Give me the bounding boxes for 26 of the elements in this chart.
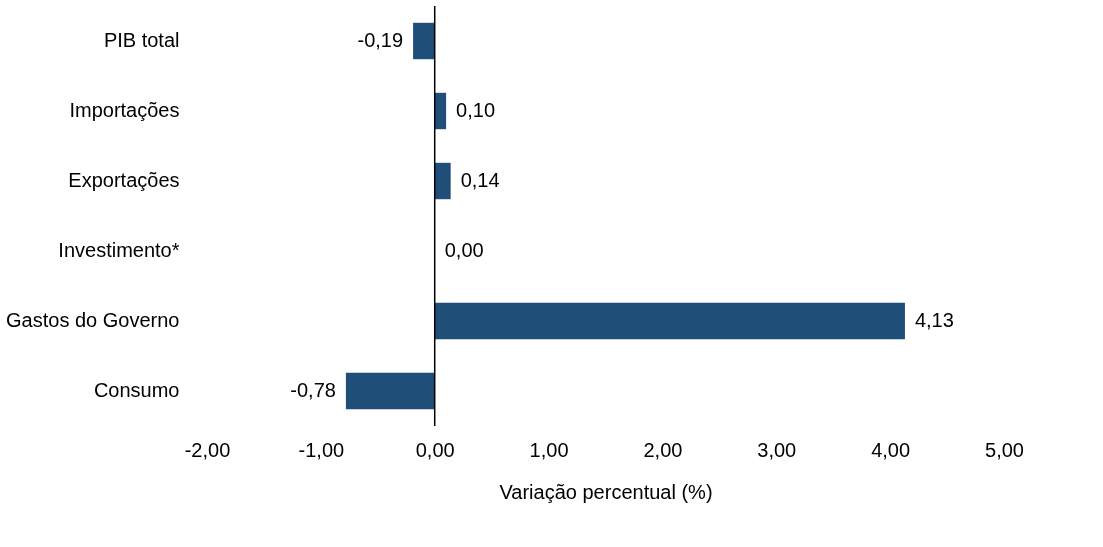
data-label: 0,00	[444, 239, 484, 261]
x-tick-label: -1,00	[298, 438, 345, 461]
x-tick-label: 2,00	[643, 438, 683, 461]
data-label: 0,10	[456, 99, 496, 121]
x-tick-label: 5,00	[985, 438, 1024, 461]
bar	[413, 22, 435, 60]
y-tick-label: Exportações	[68, 169, 180, 191]
y-tick-label: Importações	[69, 99, 180, 121]
x-tick-label: -2,00	[184, 438, 231, 461]
data-label: -0,78	[290, 379, 336, 401]
x-tick-label: 3,00	[757, 438, 797, 461]
x-tick-label: 0,00	[415, 438, 455, 461]
y-tick-label: PIB total	[103, 29, 180, 51]
y-tick-label: Gastos do Governo	[6, 309, 180, 331]
bar	[345, 372, 435, 410]
data-label: 4,13	[914, 309, 954, 331]
y-tick-label: Consumo	[93, 379, 180, 401]
y-tick-label: Investimento*	[58, 239, 180, 261]
data-label: -0,19	[357, 29, 404, 51]
data-label: 0,14	[460, 169, 500, 191]
bar	[434, 162, 451, 200]
bar	[434, 302, 905, 340]
x-tick-label: 4,00	[871, 438, 911, 461]
x-tick-label: 1,00	[529, 438, 569, 461]
bar	[434, 92, 447, 130]
x-axis-title: Variação percentual (%)	[499, 480, 713, 503]
